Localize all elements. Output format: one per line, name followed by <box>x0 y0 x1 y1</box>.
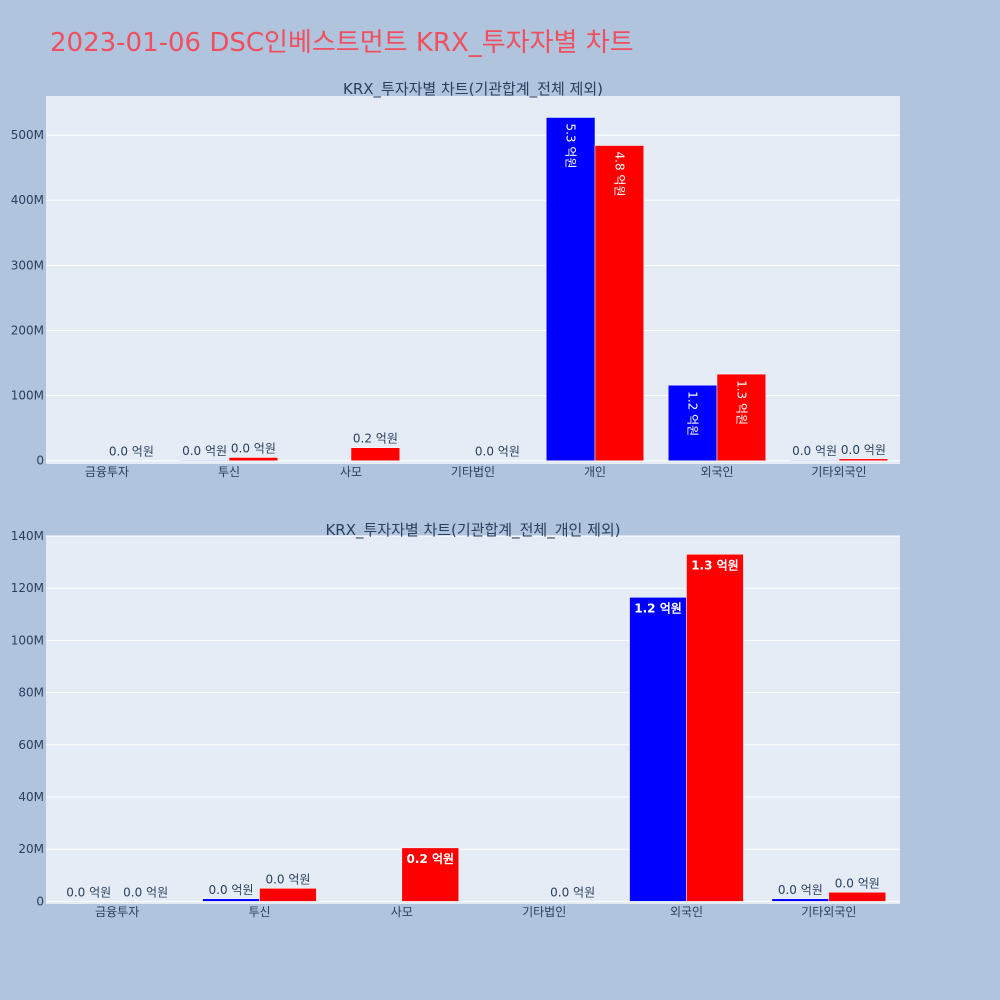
bar <box>202 898 260 902</box>
data-label: 1.3 억원 <box>691 558 739 572</box>
bar <box>789 459 840 461</box>
x-tick-label: 금융투자 <box>95 905 139 919</box>
page-title: 2023-01-06 DSC인베스트먼트 KRX_투자자별 차트 <box>50 28 634 58</box>
y-tick-label: 40M <box>18 790 44 804</box>
data-label: 1.3 억원 <box>734 380 748 425</box>
data-label: 0.0 억원 <box>265 872 310 886</box>
bar <box>771 898 830 902</box>
bar <box>259 888 317 902</box>
x-tick-label: 기타외국인 <box>811 465 866 479</box>
x-tick-label: 기타법인 <box>451 465 495 479</box>
bar <box>350 447 401 461</box>
bar <box>629 597 687 902</box>
x-tick-label: 투신 <box>218 465 240 479</box>
y-tick-label: 300M <box>11 258 44 272</box>
plot-area <box>46 536 900 904</box>
chart-bottom: 0 20M 40M 60M 80M 100M 120M 140M KRX_투자자별 차트(기관합… <box>11 521 900 919</box>
plot-area <box>46 96 900 464</box>
y-tick-label: 400M <box>11 193 44 207</box>
data-label: 0.0 억원 <box>475 445 520 459</box>
data-label: 0.2 억원 <box>353 432 398 446</box>
x-tick-label: 기타법인 <box>522 905 566 919</box>
data-label: 0.0 억원 <box>109 445 154 459</box>
data-label: 5.3 억원 <box>564 123 578 168</box>
x-tick-label: 외국인 <box>670 905 703 919</box>
data-label: 0.0 억원 <box>231 441 276 455</box>
x-tick-label: 외국인 <box>700 465 733 479</box>
x-tick-label: 개인 <box>584 465 606 479</box>
y-tick-label: 100M <box>11 633 44 647</box>
data-label: 0.0 억원 <box>841 443 886 457</box>
bar <box>179 459 230 461</box>
y-tick-label: 60M <box>18 738 44 752</box>
data-label: 0.0 억원 <box>209 883 254 897</box>
data-label: 0.0 억원 <box>123 885 168 899</box>
bar <box>401 847 460 902</box>
y-tick-label: 120M <box>11 581 44 595</box>
data-label: 0.0 억원 <box>550 885 595 899</box>
y-tick-label: 20M <box>18 842 44 856</box>
data-label: 0.0 억원 <box>778 883 823 897</box>
chart-title: KRX_투자자별 차트(기관합계_전체 제외) <box>343 80 603 99</box>
x-tick-label: 사모 <box>391 905 413 919</box>
data-label: 0.2 억원 <box>407 852 455 866</box>
bar <box>594 145 645 461</box>
data-label: 0.0 억원 <box>835 876 880 890</box>
y-tick-label: 80M <box>18 686 44 700</box>
x-tick-label: 기타외국인 <box>801 905 856 919</box>
bar <box>545 117 596 461</box>
chart-top: 0 100M 200M 300M 400M 500M KRX_투자자별 차트(기관합계_전체… <box>11 80 900 479</box>
x-tick-label: 금융투자 <box>85 465 129 479</box>
bar <box>686 554 744 902</box>
data-label: 0.0 억원 <box>792 444 837 458</box>
y-tick-label: 100M <box>11 389 44 403</box>
y-tick-label: 0 <box>36 454 44 468</box>
data-label: 1.2 억원 <box>634 601 682 615</box>
bar <box>228 457 279 461</box>
bar <box>667 384 718 461</box>
y-tick-label: 200M <box>11 323 44 337</box>
data-label: 1.2 억원 <box>686 391 700 436</box>
data-label: 0.0 억원 <box>182 444 227 458</box>
bar <box>716 373 767 461</box>
x-tick-label: 투신 <box>248 905 270 919</box>
x-tick-label: 사모 <box>340 465 362 479</box>
data-label: 0.0 억원 <box>66 885 111 899</box>
bar <box>838 458 889 461</box>
data-label: 4.8 억원 <box>612 152 626 197</box>
y-tick-label: 140M <box>11 529 44 543</box>
chart-title: KRX_투자자별 차트(기관합계_전체_개인 제외) <box>325 521 620 540</box>
y-tick-label: 500M <box>11 128 44 142</box>
y-tick-label: 0 <box>36 894 44 908</box>
bar <box>828 892 887 902</box>
